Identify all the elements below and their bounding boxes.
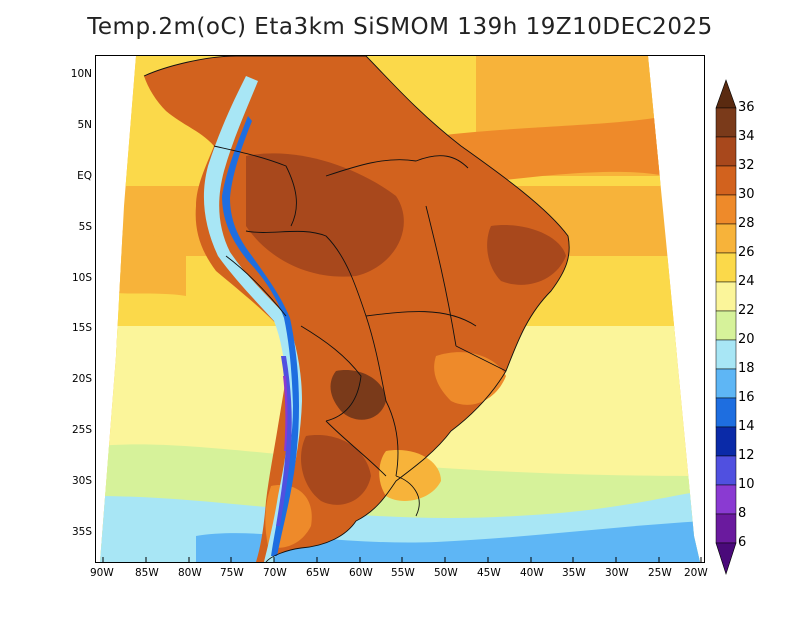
lon-label: 20W [684, 567, 708, 579]
argentina-border [325, 420, 387, 477]
lon-label: 70W [263, 567, 287, 579]
andes-coldest-strip [276, 356, 292, 526]
peru-border [225, 255, 287, 317]
colorbar-top-arrow [715, 79, 737, 109]
brazil-state-line-2 [425, 205, 457, 347]
lon-label: 65W [306, 567, 330, 579]
colorbar-bin [715, 455, 737, 486]
lon-label: 75W [220, 567, 244, 579]
uruguay-border [395, 475, 420, 517]
colorbar-label: 16 [738, 390, 755, 405]
lat-label: 30S [71, 475, 92, 487]
colorbar-bin [715, 223, 737, 254]
lon-label: 30W [605, 567, 629, 579]
temperature-map [91, 55, 702, 563]
brazil-state-line-1 [365, 311, 477, 327]
lon-label: 80W [178, 567, 202, 579]
lat-label: 5N [77, 119, 92, 131]
colorbar-label: 36 [738, 100, 755, 115]
colorbar-label: 34 [738, 129, 755, 144]
pantanal-hot-patch [330, 370, 386, 420]
map-title: Temp.2m(oC) Eta3km SiSMOM 139h 19Z10DEC2… [87, 14, 713, 40]
political-borders [143, 55, 570, 563]
colorbar-bin [715, 339, 737, 370]
colorbar-label: 12 [738, 448, 755, 463]
lat-label: EQ [77, 170, 92, 182]
brazil-west-border [245, 230, 399, 477]
northeast-hot-patch [487, 225, 566, 285]
longitude-ticks [102, 557, 702, 562]
colorbar-label: 18 [738, 361, 755, 376]
colorbar-label: 8 [738, 506, 747, 521]
colorbar-bin [715, 310, 737, 341]
southern-hot-patch [301, 435, 371, 505]
colorbar-label: 14 [738, 419, 755, 434]
lat-label: 10N [70, 68, 92, 80]
lat-label: 20S [71, 373, 92, 385]
colorbar [715, 79, 737, 575]
lon-label: 40W [520, 567, 544, 579]
southeast-cool-patch [434, 352, 506, 405]
amazon-hot-patch [246, 153, 404, 277]
andes-cold-strip [203, 76, 302, 562]
colorbar-labels: 36 34 32 30 28 26 24 22 20 18 16 14 12 1… [738, 78, 778, 578]
south-cool-patch [379, 450, 441, 501]
colorbar-bin [715, 484, 737, 515]
lat-label: 5S [78, 221, 92, 233]
colorbar-label: 10 [738, 477, 755, 492]
colorbar-bin [715, 194, 737, 225]
ocean-colder-band [196, 521, 700, 562]
colorbar-bin [715, 513, 737, 544]
colorbar-bin [715, 368, 737, 399]
brazil-state-line-3 [455, 345, 507, 372]
brazil-north-border [325, 155, 469, 177]
colorbar-bin [715, 136, 737, 167]
colorbar-bottom-arrow [715, 542, 737, 575]
lat-label: 35S [71, 526, 92, 538]
colorbar-label: 24 [738, 274, 755, 289]
map-plot-area [91, 55, 705, 563]
colorbar-label: 20 [738, 332, 755, 347]
lon-label: 85W [135, 567, 159, 579]
colorbar-label: 6 [738, 535, 747, 550]
lat-label: 25S [71, 424, 92, 436]
colorbar-label: 30 [738, 187, 755, 202]
colombia-border [213, 145, 297, 227]
lon-label: 90W [90, 567, 114, 579]
colorbar-bin [715, 252, 737, 283]
bolivia-border [300, 325, 362, 422]
continent-outline [143, 55, 570, 563]
colorbar-bin [715, 107, 737, 138]
colorbar-bin [715, 281, 737, 312]
temperature-field [100, 56, 700, 562]
lon-label: 35W [562, 567, 586, 579]
lat-label: 15S [71, 322, 92, 334]
lon-label: 25W [648, 567, 672, 579]
longitude-labels: 90W 85W 80W 75W 70W 65W 60W 55W 50W 45W … [90, 567, 715, 583]
lon-label: 55W [391, 567, 415, 579]
andes-peak-strip [283, 376, 288, 451]
lat-label: 10S [71, 272, 92, 284]
lon-label: 60W [349, 567, 373, 579]
lon-label: 50W [434, 567, 458, 579]
colorbar-label: 22 [738, 303, 755, 318]
colorbar-bin [715, 426, 737, 457]
colorbar-label: 28 [738, 216, 755, 231]
colorbar-label: 32 [738, 158, 755, 173]
colorbar-bin [715, 165, 737, 196]
lon-label: 45W [477, 567, 501, 579]
ocean-atlantic-warm [436, 116, 666, 186]
colorbar-bin [715, 397, 737, 428]
colorbar-label: 26 [738, 245, 755, 260]
